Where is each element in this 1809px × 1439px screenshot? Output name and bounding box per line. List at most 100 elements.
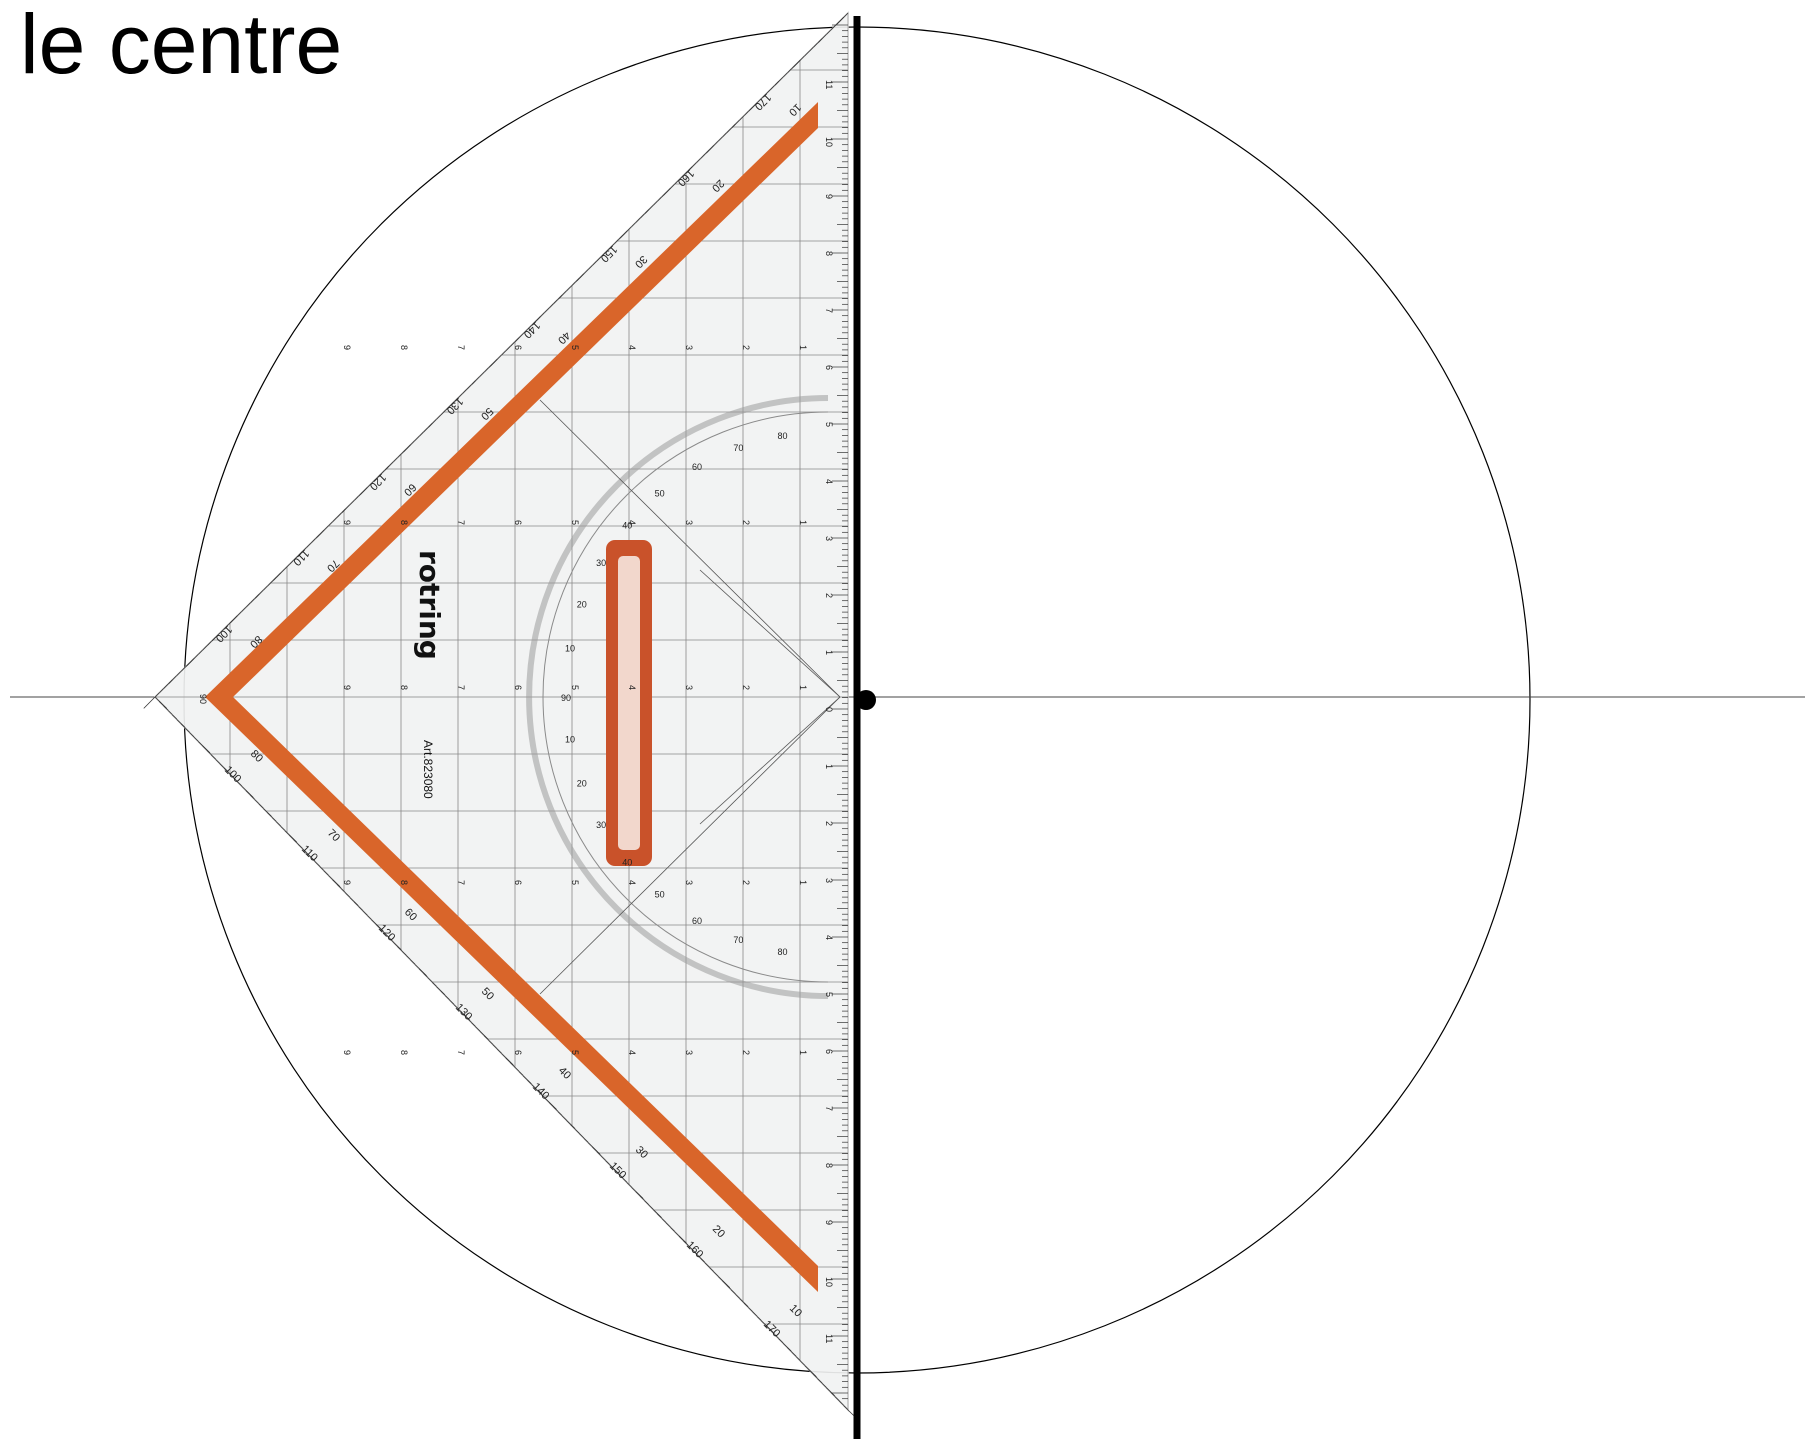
tick-lower-edge bbox=[769, 1329, 775, 1335]
tick-lower-edge bbox=[401, 950, 407, 956]
edge-cm-label: 10 bbox=[824, 1277, 834, 1287]
grid-row-label: 8 bbox=[399, 1050, 409, 1055]
tick-upper-edge bbox=[371, 478, 377, 484]
tick-lower-edge bbox=[787, 1347, 793, 1353]
center-point[interactable] bbox=[856, 690, 876, 710]
tick-upper-edge bbox=[419, 431, 424, 437]
tick-lower-edge bbox=[553, 1106, 559, 1112]
tick-lower-edge bbox=[258, 803, 264, 809]
grid-row-label: 2 bbox=[741, 880, 751, 885]
tick-lower-edge bbox=[353, 901, 359, 907]
tick-lower-edge bbox=[167, 710, 173, 715]
tick-lower-edge bbox=[405, 955, 411, 961]
tick-lower-edge bbox=[791, 1351, 797, 1357]
protractor-label-lower: 50 bbox=[655, 890, 665, 900]
tick-upper-edge bbox=[558, 290, 567, 299]
tick-lower-edge bbox=[657, 1213, 663, 1219]
tick-lower-edge bbox=[332, 879, 338, 885]
tick-lower-edge bbox=[384, 932, 390, 938]
protractor-arc-inner bbox=[542, 411, 829, 983]
edge-cm-label: 6 bbox=[824, 1049, 834, 1054]
tick-lower-edge bbox=[224, 768, 229, 773]
tick-lower-edge bbox=[795, 1356, 801, 1362]
edge-cm-label: 11 bbox=[824, 1334, 834, 1343]
orange-stripe-lower bbox=[205, 697, 818, 1292]
tick-upper-edge bbox=[678, 175, 684, 181]
grid-row-label: 8 bbox=[399, 685, 409, 690]
tick-lower-edge bbox=[280, 825, 286, 831]
tick-lower-edge bbox=[189, 732, 195, 738]
tick-upper-edge bbox=[769, 85, 775, 91]
grid-row-label: 9 bbox=[342, 520, 352, 525]
tick-upper-edge bbox=[663, 183, 676, 196]
tick-upper-edge bbox=[332, 517, 338, 523]
tick-upper-edge bbox=[527, 324, 533, 330]
tick-upper-edge bbox=[328, 521, 333, 527]
tick-lower-edge bbox=[774, 1333, 780, 1339]
grid-row-label: 5 bbox=[570, 345, 580, 350]
tick-upper-edge bbox=[706, 140, 719, 153]
grid-row-label: 2 bbox=[741, 685, 751, 690]
tick-lower-edge bbox=[271, 817, 277, 822]
tick-lower-edge bbox=[163, 705, 169, 711]
tick-upper-edge bbox=[775, 76, 784, 86]
protractor-center-label: 90 bbox=[561, 693, 571, 703]
tick-upper-edge bbox=[657, 196, 663, 202]
tick-lower-edge bbox=[336, 883, 342, 889]
grid-row-label: 6 bbox=[513, 345, 523, 350]
tick-upper-edge bbox=[250, 598, 255, 604]
edge-cm-label: 1 bbox=[824, 650, 834, 655]
tick-lower-edge bbox=[821, 1382, 827, 1388]
grid-row-label: 7 bbox=[456, 1050, 466, 1055]
tick-lower-edge bbox=[540, 1093, 546, 1099]
tick-lower-edge bbox=[362, 910, 368, 916]
grid-row-label: 8 bbox=[399, 345, 409, 350]
tick-upper-edge bbox=[446, 397, 459, 410]
tick-lower-edge bbox=[626, 1182, 632, 1188]
tick-lower-edge bbox=[531, 1084, 537, 1090]
tick-upper-edge bbox=[533, 311, 546, 324]
tick-upper-edge bbox=[484, 367, 489, 373]
grid-row-label: 3 bbox=[684, 880, 694, 885]
edge-cm-label: 11 bbox=[824, 80, 834, 89]
tick-lower-edge bbox=[237, 781, 242, 787]
tick-upper-edge bbox=[645, 205, 654, 214]
tick-lower-edge bbox=[574, 1128, 580, 1134]
edge-cm-label: 10 bbox=[824, 137, 834, 147]
grid-row-label: 1 bbox=[798, 880, 808, 885]
tick-lower-edge bbox=[293, 839, 299, 845]
grid-row-label: 3 bbox=[684, 685, 694, 690]
tick-lower-edge bbox=[496, 1048, 502, 1054]
tick-upper-edge bbox=[743, 111, 749, 116]
tick-upper-edge bbox=[206, 641, 212, 646]
tick-lower-edge bbox=[340, 888, 346, 894]
grid-row-label: 5 bbox=[570, 685, 580, 690]
tick-upper-edge bbox=[576, 269, 589, 282]
tick-lower-edge bbox=[535, 1088, 541, 1094]
tick-lower-edge bbox=[267, 812, 273, 818]
tick-lower-edge bbox=[366, 915, 372, 920]
tick-lower-edge bbox=[639, 1195, 645, 1201]
tick-upper-edge bbox=[808, 46, 814, 52]
grid-row-label: 4 bbox=[627, 520, 637, 525]
edge-cm-label: 1 bbox=[824, 764, 834, 769]
tick-lower-edge bbox=[644, 1200, 650, 1206]
protractor-arc bbox=[526, 395, 829, 999]
tick-lower-edge bbox=[713, 1271, 719, 1277]
tick-upper-edge bbox=[273, 568, 286, 581]
edge-cm-label: 7 bbox=[824, 1106, 834, 1111]
set-square[interactable]: rotring Art.823080 10 0 1 10 1 20 1 30 1 40 1 50 1 60… bbox=[143, 0, 860, 1439]
tick-upper-edge bbox=[613, 239, 619, 245]
tick-upper-edge bbox=[289, 559, 294, 565]
tick-upper-edge bbox=[440, 410, 446, 416]
tick-upper-edge bbox=[375, 474, 381, 480]
tick-upper-edge bbox=[509, 341, 515, 347]
tick-lower-edge bbox=[817, 1378, 823, 1384]
tick-lower-edge bbox=[800, 1360, 806, 1366]
tick-lower-edge bbox=[444, 995, 450, 1001]
tick-lower-edge bbox=[423, 973, 429, 978]
tick-upper-edge bbox=[423, 427, 429, 433]
grid-row-label: 1 bbox=[798, 345, 808, 350]
tick-upper-edge bbox=[436, 414, 442, 420]
tick-lower-edge bbox=[670, 1227, 676, 1232]
